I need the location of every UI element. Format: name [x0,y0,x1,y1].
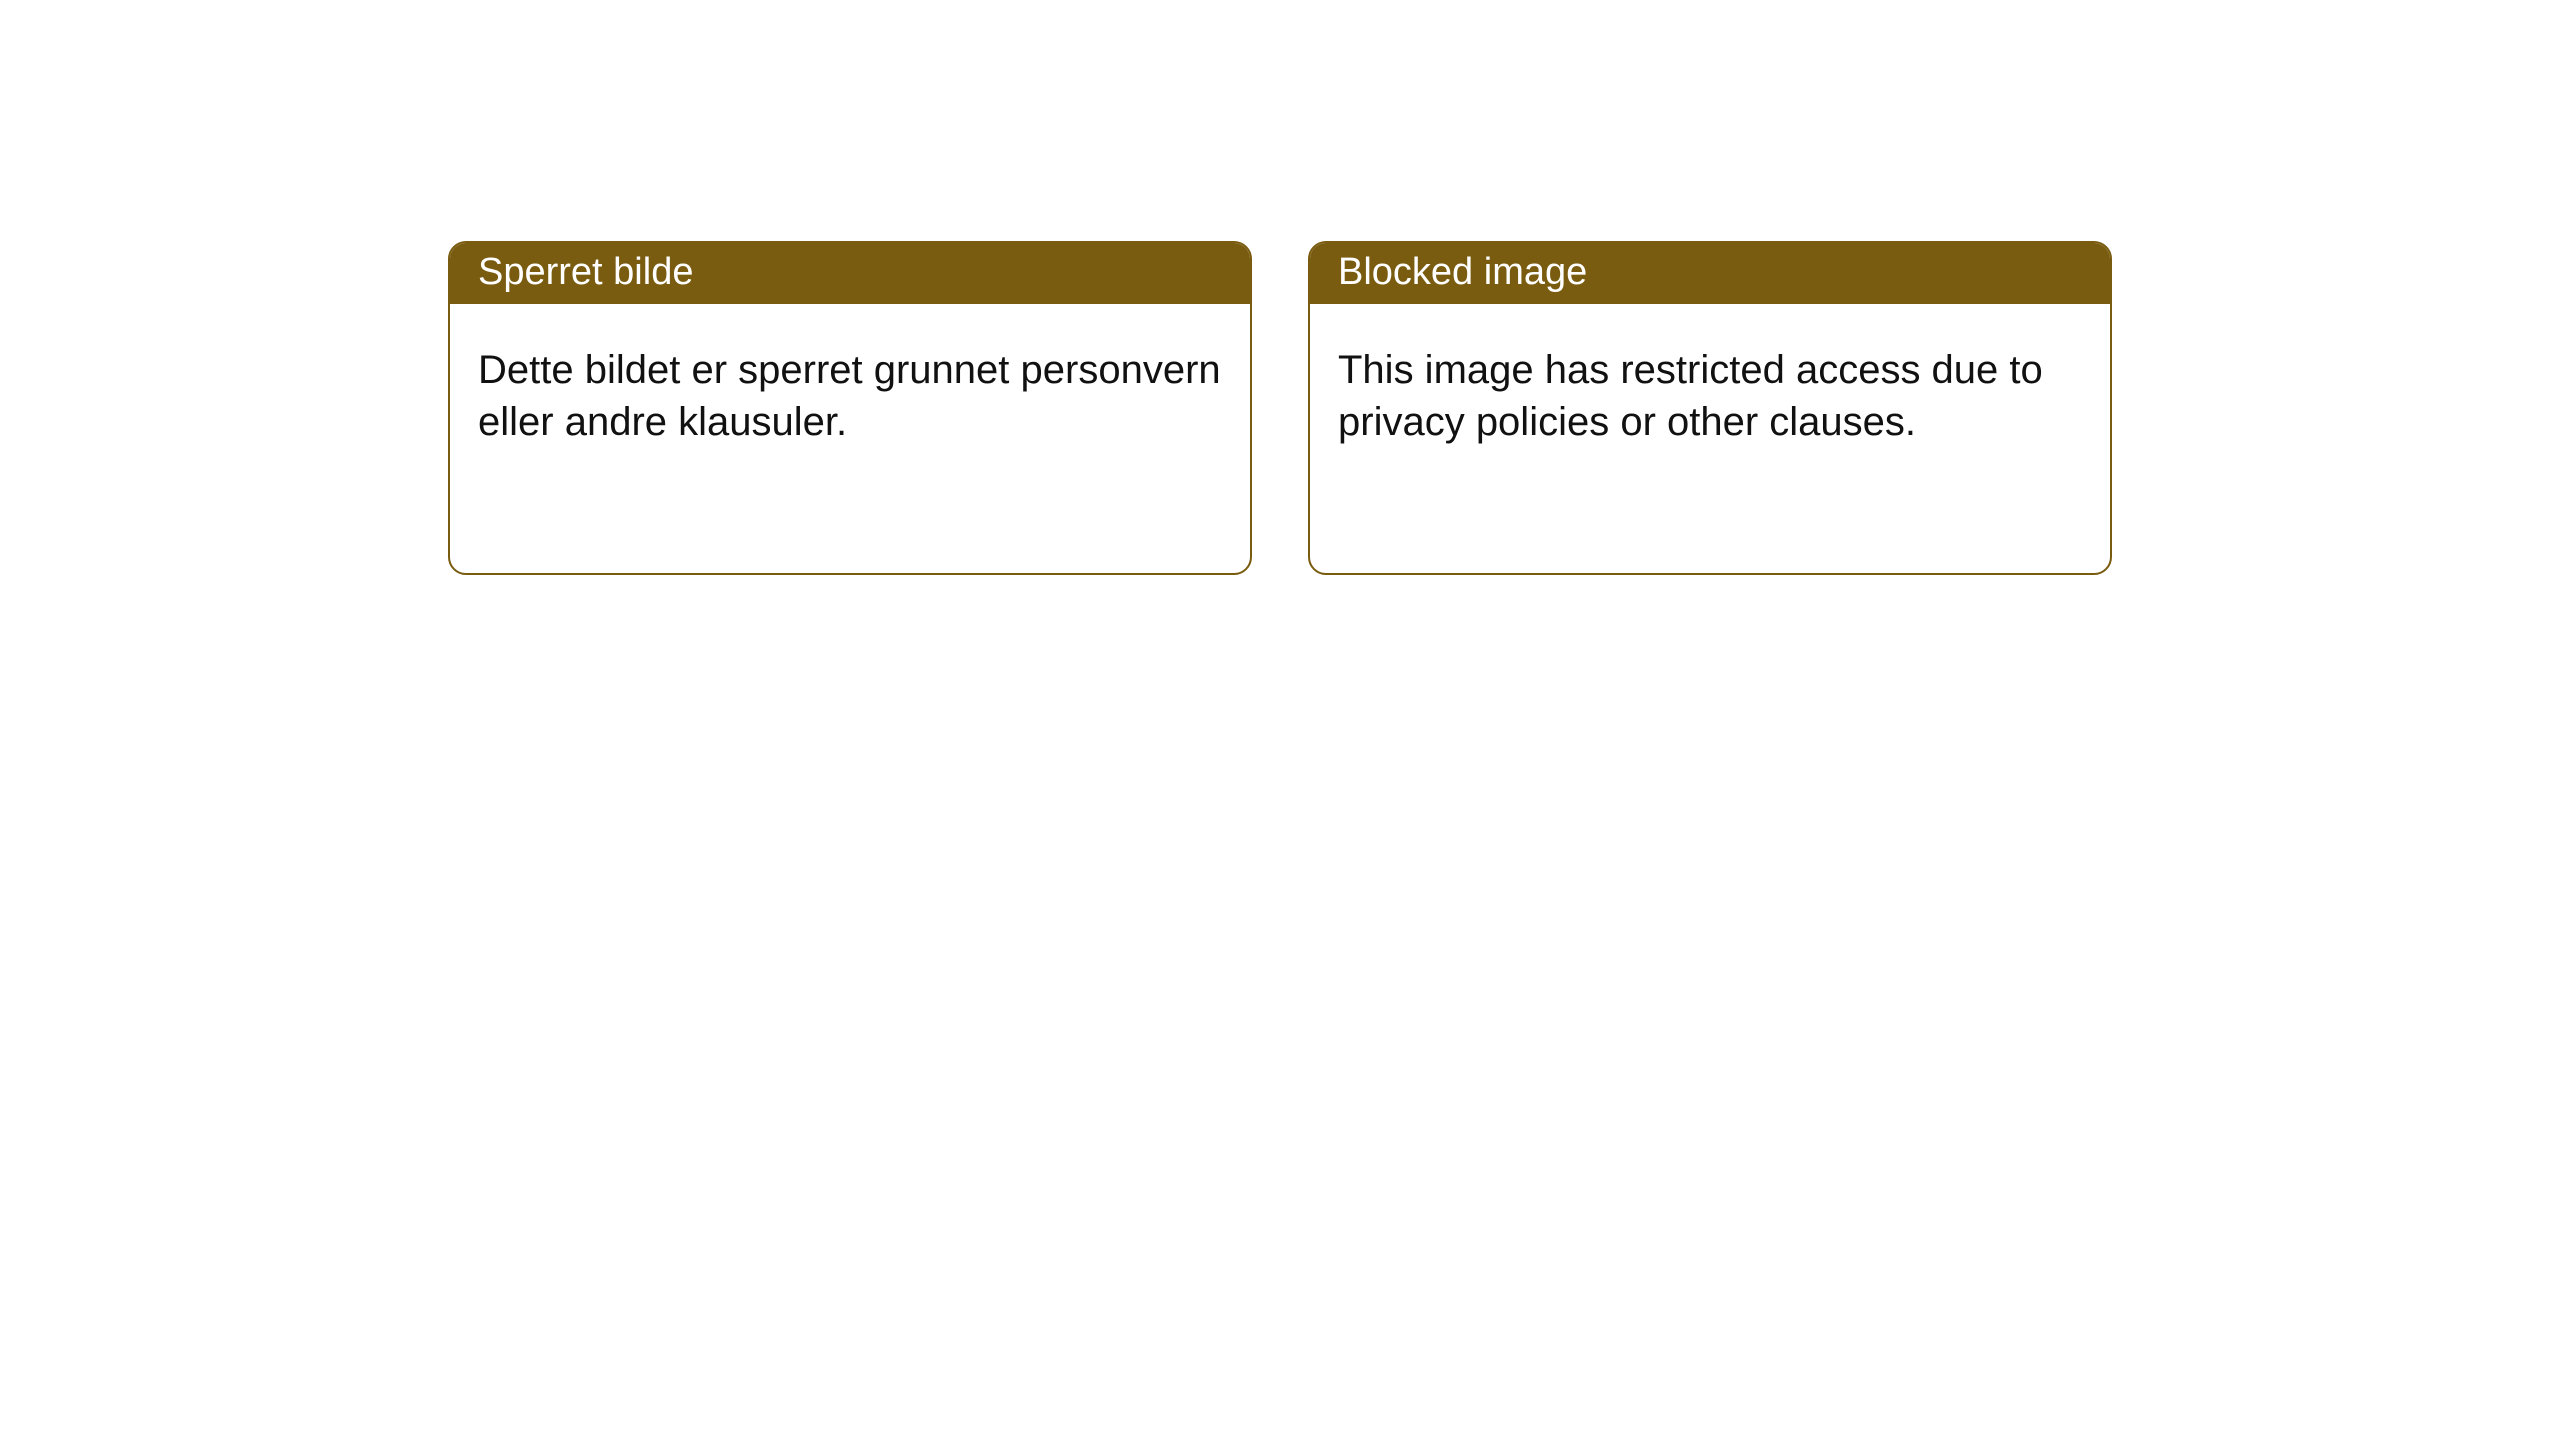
notice-container: Sperret bilde Dette bildet er sperret gr… [0,0,2560,575]
notice-body: This image has restricted access due to … [1310,304,2110,488]
notice-header: Blocked image [1310,243,2110,304]
notice-card-english: Blocked image This image has restricted … [1308,241,2112,575]
notice-card-norwegian: Sperret bilde Dette bildet er sperret gr… [448,241,1252,575]
notice-header: Sperret bilde [450,243,1250,304]
notice-body: Dette bildet er sperret grunnet personve… [450,304,1250,488]
